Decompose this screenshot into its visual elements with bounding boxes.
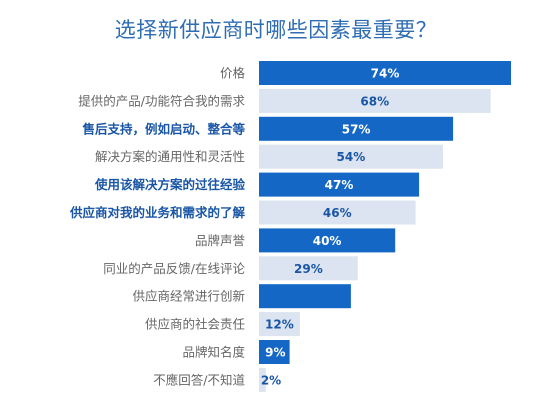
value-label: 57% — [342, 122, 371, 136]
category-label: 品牌声誉 — [195, 233, 246, 248]
value-label: 9% — [265, 346, 285, 360]
value-label: 40% — [313, 234, 342, 248]
bar — [259, 256, 358, 281]
value-label: 54% — [337, 150, 366, 164]
bar — [259, 88, 491, 113]
value-label: 47% — [325, 178, 354, 192]
category-label: 提供的产品/功能符合我的需求 — [78, 93, 245, 108]
bar — [259, 340, 290, 364]
value-label: 12% — [265, 318, 294, 332]
bar — [259, 144, 443, 169]
bar — [259, 116, 454, 141]
value-label: 2% — [261, 373, 281, 387]
category-label: 同业的产品反馈/在线评论 — [103, 261, 245, 276]
category-label: 品牌知名度 — [182, 345, 245, 360]
bar — [259, 61, 511, 85]
value-label: 29% — [294, 262, 323, 276]
value-label: 74% — [371, 67, 400, 81]
category-label: 供应商经常进行创新 — [132, 289, 245, 304]
category-label: 供应商对我的业务和需求的了解 — [69, 205, 246, 220]
category-label: 不應回答/不知道 — [153, 372, 245, 387]
bar — [259, 172, 420, 197]
value-label: 68% — [360, 94, 389, 108]
category-label: 使用该解决方案的过往经验 — [94, 177, 246, 192]
category-label: 解决方案的通用性和灵活性 — [95, 149, 245, 164]
category-label: 供应商的社会责任 — [145, 317, 245, 332]
bar — [259, 312, 300, 337]
bar — [259, 228, 396, 253]
bar — [259, 367, 266, 392]
bar — [259, 200, 416, 225]
chart-title: 选择新供应商时哪些因素最重要？ — [114, 18, 438, 42]
bar — [259, 284, 351, 309]
category-label: 售后支持，例如启动、整合等 — [82, 121, 245, 136]
value-label: 46% — [323, 206, 352, 220]
category-label: 价格 — [220, 66, 246, 81]
